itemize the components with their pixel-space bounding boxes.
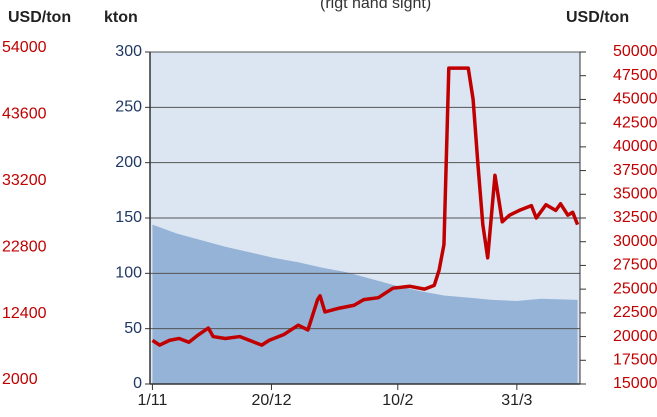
y2-tick-label: 15000: [613, 375, 657, 392]
y-tick-label: 50: [124, 320, 142, 337]
y2-tick-label: 47500: [613, 67, 657, 84]
y-tick-label: 200: [115, 154, 142, 171]
x-tick-label: 20/12: [251, 392, 291, 409]
x-tick-label: 31/3: [501, 392, 532, 409]
y2-tick-label: 22500: [613, 304, 657, 321]
y2-tick-label: 20000: [613, 328, 657, 345]
y-tick-label: 100: [115, 265, 142, 282]
y-tick-label: 150: [115, 209, 142, 226]
y2-tick-label: 40000: [613, 138, 657, 155]
y2-tick-label: 30000: [613, 233, 657, 250]
y2-tick-label: 32500: [613, 209, 657, 226]
y3-tick-label: 22800: [2, 238, 47, 255]
x-tick-label: 1/11: [137, 392, 167, 409]
y3-axis-label: USD/ton: [8, 9, 71, 26]
y2-tick-label: 17500: [613, 352, 657, 369]
y2-tick-label: 42500: [613, 114, 657, 131]
x-tick-label: 10/2: [382, 392, 413, 409]
y-axis-label: kton: [104, 9, 138, 26]
y2-axis-label: USD/ton: [566, 9, 629, 26]
y2-tick-label: 27500: [613, 257, 657, 274]
y2-tick-label: 45000: [613, 91, 657, 108]
y-tick-label: 0: [133, 375, 142, 392]
y3-tick-label: 33200: [2, 172, 47, 189]
y-tick-label: 300: [115, 43, 142, 60]
y-tick-label: 250: [115, 99, 142, 116]
y3-tick-label: 43600: [2, 106, 47, 123]
y3-tick-label: 2000: [2, 371, 38, 388]
chart-subtitle: (rigt hand sight): [320, 0, 431, 12]
y3-tick-label: 12400: [2, 305, 47, 322]
y2-tick-label: 37500: [613, 162, 657, 179]
y3-tick-label: 54000: [2, 39, 47, 56]
line: [151, 66, 580, 347]
y2-tick-label: 25000: [613, 280, 657, 297]
y2-tick-label: 35000: [613, 186, 657, 203]
y2-tick-label: 50000: [613, 43, 657, 60]
